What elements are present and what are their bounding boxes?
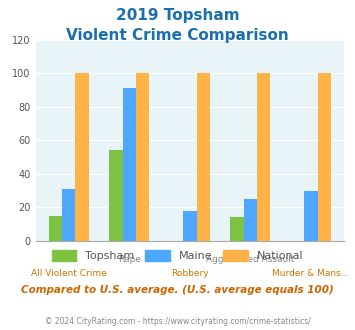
Bar <box>136 73 149 241</box>
Text: Compared to U.S. average. (U.S. average equals 100): Compared to U.S. average. (U.S. average … <box>21 285 334 295</box>
Bar <box>76 73 89 241</box>
Bar <box>183 211 197 241</box>
Bar <box>257 73 271 241</box>
Bar <box>197 73 210 241</box>
Bar <box>230 217 244 241</box>
Bar <box>123 88 136 241</box>
Bar <box>62 189 76 241</box>
Bar <box>49 216 62 241</box>
Text: 2019 Topsham: 2019 Topsham <box>116 8 239 23</box>
Bar <box>244 199 257 241</box>
Text: © 2024 CityRating.com - https://www.cityrating.com/crime-statistics/: © 2024 CityRating.com - https://www.city… <box>45 317 310 326</box>
Text: Robbery: Robbery <box>171 269 209 278</box>
Text: Violent Crime Comparison: Violent Crime Comparison <box>66 28 289 43</box>
Text: Rape: Rape <box>118 255 141 264</box>
Legend: Topsham, Maine, National: Topsham, Maine, National <box>46 245 309 267</box>
Bar <box>304 190 318 241</box>
Text: Aggravated Assault: Aggravated Assault <box>206 255 295 264</box>
Bar <box>109 150 123 241</box>
Text: Murder & Mans...: Murder & Mans... <box>272 269 350 278</box>
Text: All Violent Crime: All Violent Crime <box>31 269 107 278</box>
Bar <box>318 73 331 241</box>
